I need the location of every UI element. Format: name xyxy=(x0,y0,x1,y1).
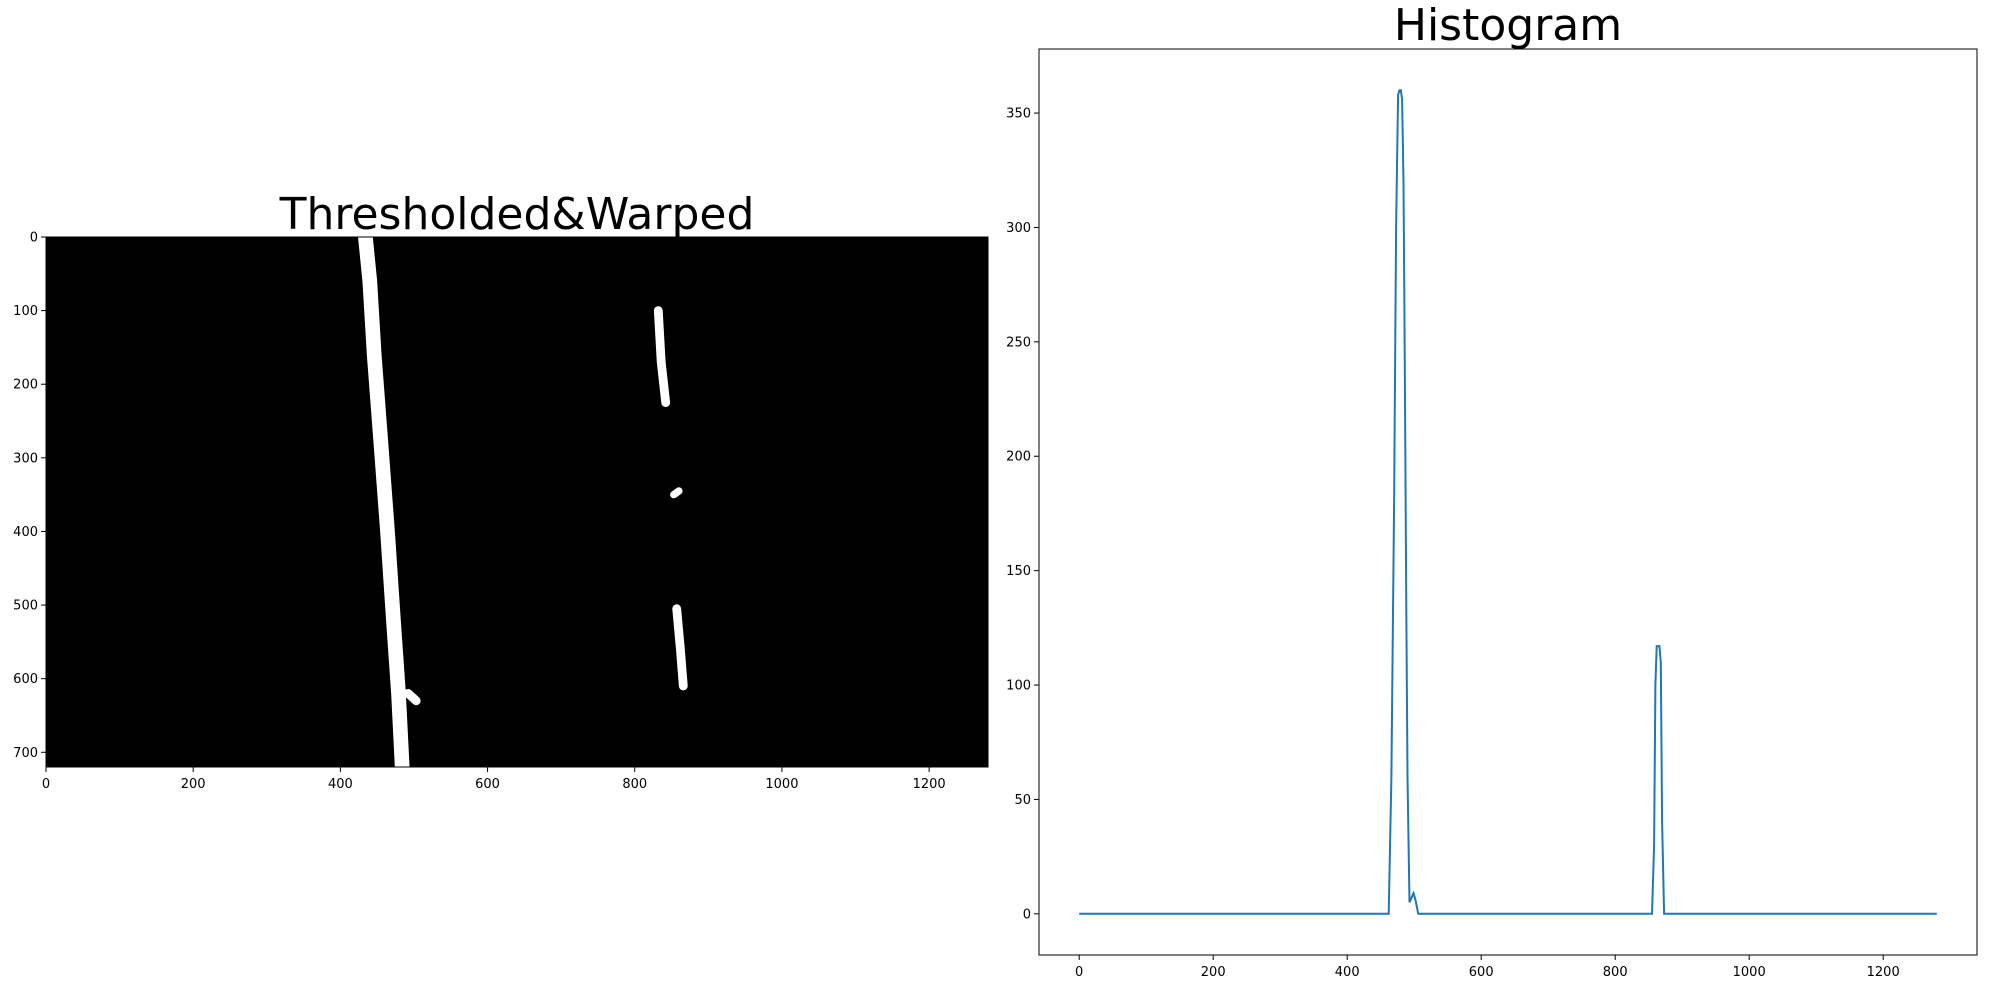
right-panel-title: Histogram xyxy=(1394,0,1622,51)
histogram-y-tick-label: 350 xyxy=(1006,107,1031,122)
left-y-tick-label: 400 xyxy=(13,525,38,540)
warped-image-background xyxy=(46,237,988,767)
right-lane-dash-lower xyxy=(672,604,688,691)
histogram-x-ticks: 0 200 400 600 800 1000 1200 xyxy=(1075,955,1900,980)
left-lane-spur xyxy=(403,689,421,706)
histogram-x-tick-label: 600 xyxy=(1469,965,1494,980)
histogram-x-tick-label: 1000 xyxy=(1733,965,1766,980)
left-y-tick-label: 300 xyxy=(13,451,38,466)
left-y-tick-label: 700 xyxy=(13,746,38,761)
left-axes-frame xyxy=(45,236,989,768)
lane-strokes xyxy=(358,229,688,775)
histogram-axes-frame xyxy=(1038,48,1978,956)
left-x-tick-label: 400 xyxy=(328,777,353,792)
histogram-x-tick-label: 200 xyxy=(1201,965,1226,980)
left-x-tick-label: 1000 xyxy=(765,777,798,792)
left-y-tick-label: 500 xyxy=(13,599,38,614)
left-x-tick-label: 600 xyxy=(475,777,500,792)
histogram-x-tick-label: 0 xyxy=(1075,965,1083,980)
histogram-x-tick-label: 800 xyxy=(1603,965,1628,980)
left-y-tick-label: 200 xyxy=(13,378,38,393)
right-lane-dash-upper xyxy=(653,306,671,407)
left-x-tick-label: 0 xyxy=(42,777,50,792)
histogram-y-tick-label: 50 xyxy=(1014,793,1031,808)
left-x-tick-label: 1200 xyxy=(913,777,946,792)
histogram-y-tick-label: 150 xyxy=(1006,564,1031,579)
histogram-y-tick-label: 300 xyxy=(1006,221,1031,236)
histogram-y-tick-label: 0 xyxy=(1023,907,1031,922)
histogram-panel: Histogram 0 200 400 600 800 1000 1200 0 50 100 15… xyxy=(1006,0,1978,980)
right-lane-dash-middle xyxy=(670,487,683,499)
left-lane-line xyxy=(358,229,410,775)
left-y-tick-label: 600 xyxy=(13,672,38,687)
left-x-tick-label: 800 xyxy=(622,777,647,792)
left-panel-title: Thresholded&Warped xyxy=(279,189,755,240)
left-x-ticks: 0 200 400 600 800 1000 1200 xyxy=(42,767,946,792)
histogram-x-tick-label: 400 xyxy=(1335,965,1360,980)
left-y-tick-label: 100 xyxy=(13,304,38,319)
left-y-ticks: 0 100 200 300 400 500 600 700 xyxy=(13,231,46,761)
histogram-series-line xyxy=(1079,89,1937,915)
histogram-y-ticks: 0 50 100 150 200 250 300 350 xyxy=(1006,107,1039,922)
left-y-tick-label: 0 xyxy=(30,231,38,246)
histogram-y-tick-label: 250 xyxy=(1006,335,1031,350)
left-x-tick-label: 200 xyxy=(181,777,206,792)
histogram-x-tick-label: 1200 xyxy=(1867,965,1900,980)
histogram-y-tick-label: 200 xyxy=(1006,450,1031,465)
histogram-y-tick-label: 100 xyxy=(1006,679,1031,694)
thresholded-warped-panel: Thresholded&Warped 0 200 400 600 800 1000 1200… xyxy=(13,189,989,792)
